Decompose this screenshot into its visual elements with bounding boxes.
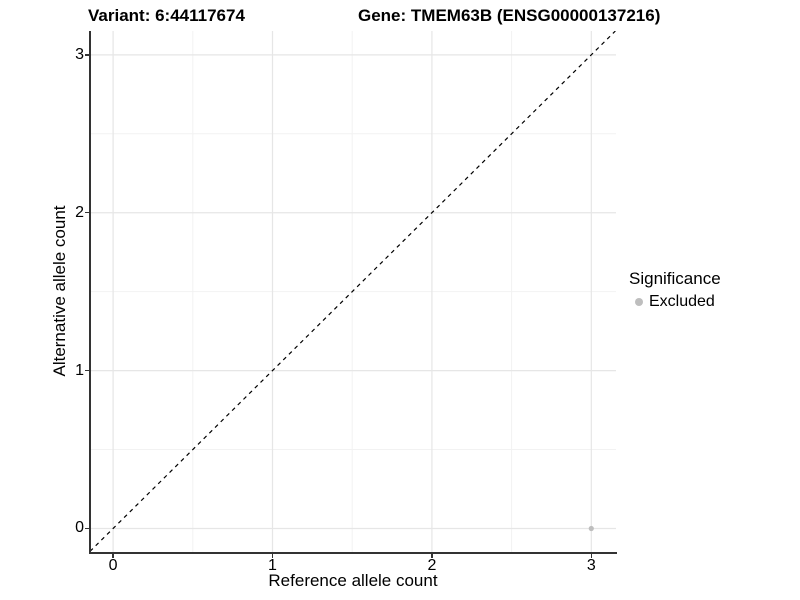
x-axis-line <box>89 552 617 554</box>
plot-panel <box>90 31 616 552</box>
legend-item-label: Excluded <box>649 293 715 310</box>
y-axis-line <box>89 31 91 554</box>
y-tick-label: 1 <box>75 361 84 379</box>
y-tick-mark <box>85 211 90 214</box>
y-tick-label: 0 <box>75 519 84 537</box>
y-tick-label: 3 <box>75 45 84 63</box>
y-axis-title: Alternative allele count <box>50 205 69 377</box>
y-tick-label: 2 <box>75 203 84 221</box>
legend-item-excluded: Excluded <box>629 293 721 311</box>
excluded-point-icon <box>635 298 643 306</box>
plot-canvas <box>90 31 616 552</box>
x-tick-label: 2 <box>427 557 437 574</box>
plot-title-variant: Variant: 6:44117674 <box>88 6 245 25</box>
x-axis-title: Reference allele count <box>268 571 438 590</box>
y-tick-mark <box>85 369 90 372</box>
identity-reference-line <box>90 31 616 552</box>
x-tick-label: 1 <box>268 557 277 574</box>
x-tick-mark <box>112 553 114 558</box>
x-tick-label: 3 <box>586 557 596 574</box>
x-tick-mark <box>431 553 433 558</box>
y-tick-mark <box>85 527 90 530</box>
x-tick-mark <box>590 553 593 558</box>
plot-title-gene: Gene: TMEM63B (ENSG00000137216) <box>358 6 661 25</box>
x-tick-label: 0 <box>108 557 118 574</box>
y-tick-mark <box>85 54 90 56</box>
data-point <box>588 525 594 532</box>
legend-title: Significance <box>629 269 721 288</box>
x-tick-mark <box>271 553 274 558</box>
legend: Significance Excluded <box>629 269 721 311</box>
